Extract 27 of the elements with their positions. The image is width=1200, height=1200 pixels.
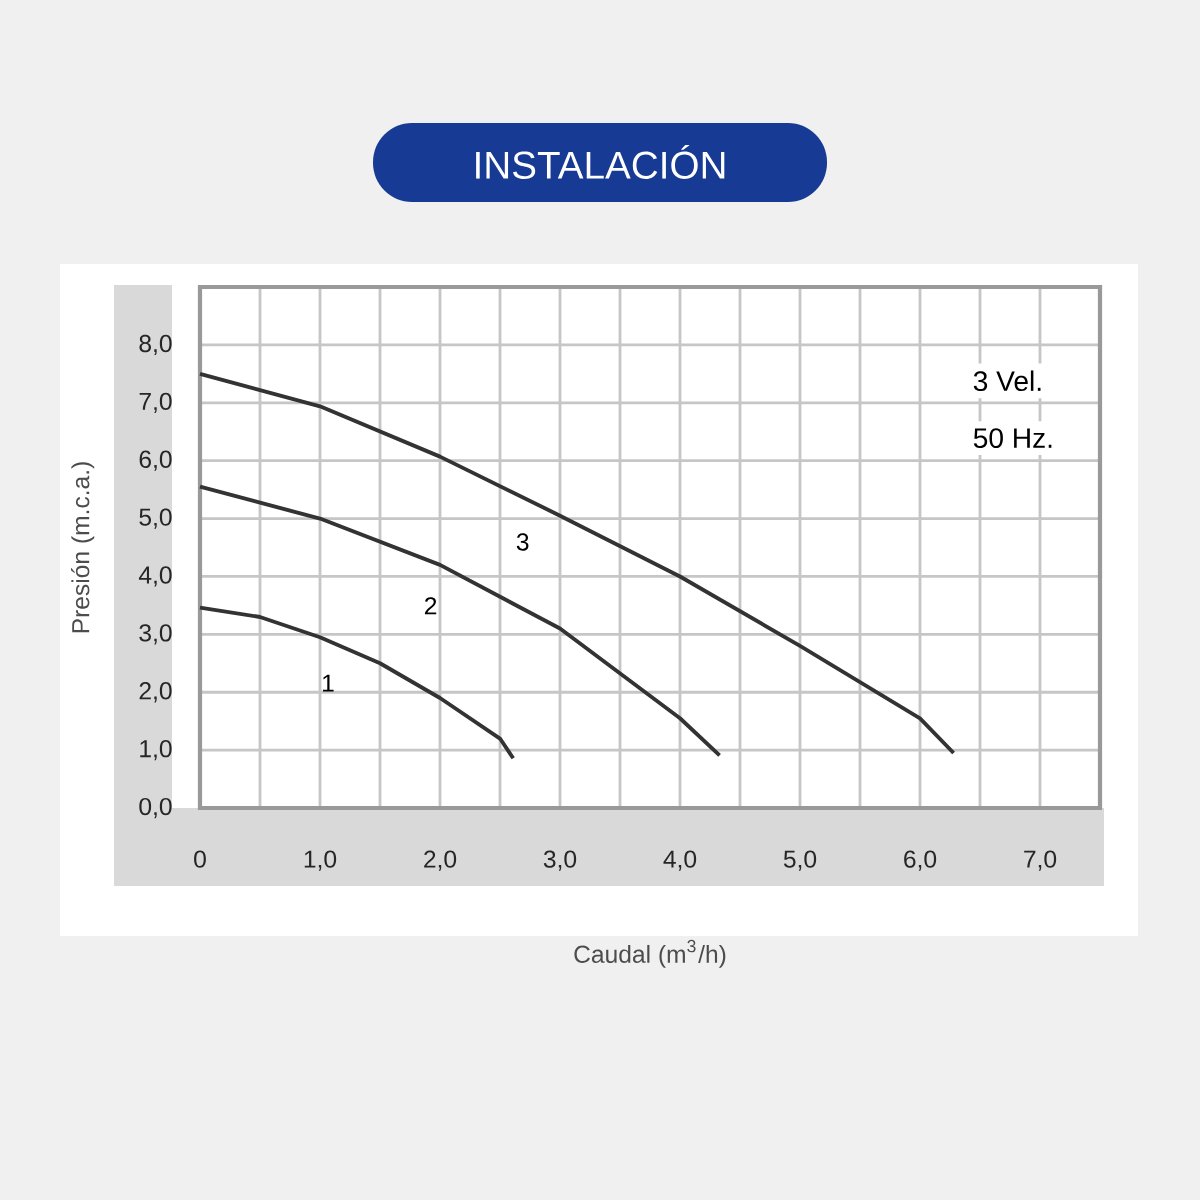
x-tick-label: 5,0: [783, 850, 817, 871]
y-tick-label: 8,0: [139, 334, 172, 356]
line-series: [198, 484, 722, 758]
annotation: 3 Vel.: [973, 370, 1041, 392]
y-axis-title: Presión (m.c.a.): [71, 462, 95, 633]
x-tick-label: 4,0: [663, 850, 697, 871]
annotation: 50 Hz.: [973, 428, 1052, 449]
y-tick-label: 0,0: [139, 797, 172, 819]
x-tick-label: 6,0: [904, 850, 937, 871]
series-label: 1: [322, 674, 334, 692]
x-tick-label: 7,0: [1024, 850, 1057, 871]
x-tick-label: 3,0: [543, 850, 577, 871]
line-series: [198, 371, 956, 755]
y-tick-label: 1,0: [140, 739, 172, 761]
x-tick-label: 2,0: [424, 850, 457, 871]
y-tick-label: 6,0: [139, 450, 172, 471]
x-tick-label: 0: [194, 850, 206, 868]
x-axis-title: Caudal (m$^{3}$/h): [574, 939, 726, 968]
y-tick-label: 7,0: [139, 392, 172, 413]
y-tick-label: 3,0: [139, 624, 172, 645]
series-label: 2: [424, 597, 437, 615]
chart-title: INSTALACIÓN: [476, 145, 725, 179]
y-tick-label: 4,0: [138, 566, 172, 587]
series-label: 3: [516, 533, 529, 551]
x-tick-label: 1,0: [304, 850, 337, 871]
y-tick-label: 2,0: [139, 682, 172, 703]
y-tick-label: 5,0: [139, 508, 172, 529]
